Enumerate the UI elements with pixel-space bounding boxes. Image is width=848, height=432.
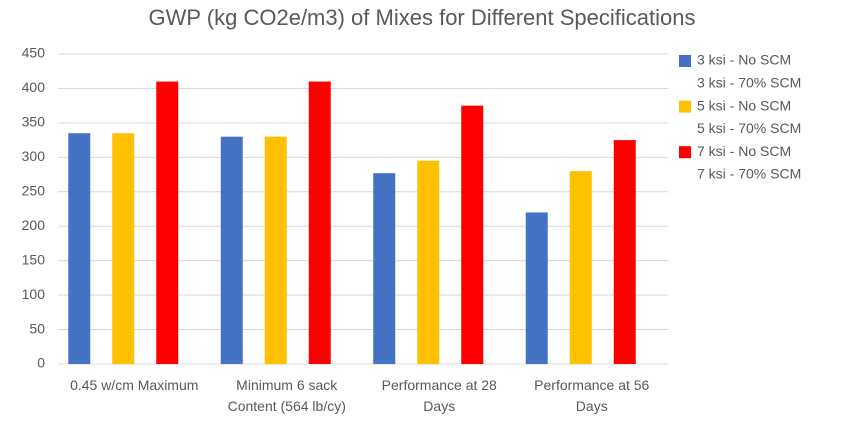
y-tick-label: 50 xyxy=(29,320,45,336)
x-tick-label: Performance at 28 Days xyxy=(381,377,497,414)
y-tick-label: 200 xyxy=(22,217,46,233)
legend-label: 7 ksi - 70% SCM xyxy=(697,166,801,182)
x-tick-label: Minimum 6 sack Content (564 lb/cy) xyxy=(227,377,346,414)
y-tick-label: 350 xyxy=(22,114,46,130)
legend-label: 3 ksi - No SCM xyxy=(697,52,791,68)
y-tick-label: 150 xyxy=(22,251,46,267)
y-tick-label: 100 xyxy=(22,286,46,302)
legend-label: 5 ksi - No SCM xyxy=(697,97,791,113)
chart-title: GWP (kg CO2e/m3) of Mixes for Different … xyxy=(149,5,696,30)
bar xyxy=(569,171,592,364)
legend-swatch xyxy=(679,55,691,67)
bar xyxy=(220,136,243,364)
legend-swatch xyxy=(679,146,691,159)
y-tick-label: 450 xyxy=(22,45,46,61)
legend-swatch xyxy=(679,100,691,113)
bar xyxy=(461,105,484,365)
y-tick-label: 0 xyxy=(37,355,45,371)
bar xyxy=(613,140,636,364)
x-tick-label: 0.45 w/cm Maximum xyxy=(70,377,199,393)
legend-swatch xyxy=(679,169,691,181)
bar xyxy=(68,133,91,364)
bar xyxy=(156,81,179,365)
bar xyxy=(112,133,135,364)
legend-swatch xyxy=(679,123,691,136)
legend-label: 5 ksi - 70% SCM xyxy=(697,120,801,136)
y-tick-label: 400 xyxy=(22,79,46,95)
y-tick-label: 300 xyxy=(22,148,46,164)
bar xyxy=(417,160,440,364)
legend-label: 7 ksi - No SCM xyxy=(697,143,791,159)
x-tick-label: Performance at 56 Days xyxy=(534,377,650,414)
y-tick-label: 250 xyxy=(22,182,46,198)
bar xyxy=(264,136,287,364)
bar xyxy=(308,81,331,365)
legend-swatch xyxy=(679,77,691,90)
bar xyxy=(525,212,548,364)
legend-label: 3 ksi - 70% SCM xyxy=(697,75,801,91)
bar xyxy=(373,173,396,364)
